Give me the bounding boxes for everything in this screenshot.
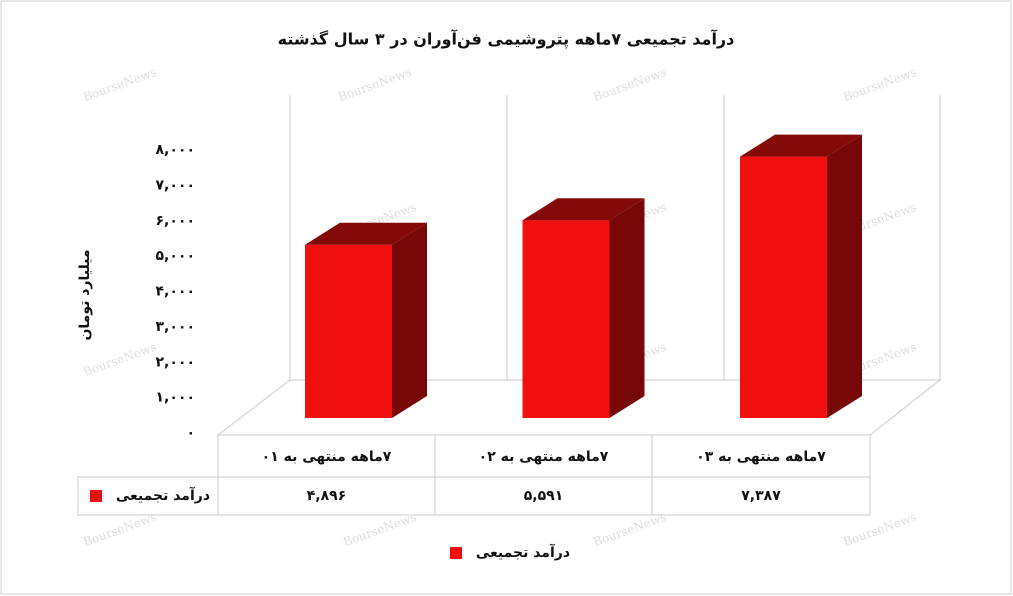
y-tick-label: ۵,۰۰۰: [156, 248, 196, 264]
y-tick-label: ۸,۰۰۰: [156, 142, 196, 158]
legend-label: درآمد تجمیعی: [476, 543, 570, 561]
legend-key: [450, 547, 462, 559]
x-tick-label: ۷ماهه منتهی به ۰۳: [696, 449, 826, 465]
table-legend-key: [90, 490, 102, 502]
y-tick-label: ۱,۰۰۰: [156, 390, 196, 406]
data-table: [77, 434, 871, 516]
bar: [740, 156, 827, 418]
y-tick-label: ۴,۰۰۰: [156, 284, 196, 300]
table-value: ۴,۸۹۶: [307, 488, 347, 504]
y-tick-label: ۶,۰۰۰: [156, 213, 196, 229]
table-header: [217, 434, 871, 478]
y-axis-title: میلیارد تومان: [77, 249, 93, 340]
bar: [305, 244, 392, 418]
bar-side: [827, 134, 862, 418]
x-tick-label: ۷ماهه منتهی به ۰۲: [479, 449, 609, 465]
bar-side: [392, 222, 427, 418]
chart-title: درآمد تجمیعی ۷ماهه پتروشیمی فن‌آوران در …: [278, 29, 735, 50]
y-tick-label: ۳,۰۰۰: [156, 319, 196, 335]
bar: [522, 220, 610, 418]
table-value: ۷,۳۸۷: [741, 488, 781, 504]
x-tick-label: ۷ماهه منتهی به ۰۱: [262, 449, 392, 465]
table-value: ۵,۵۹۱: [524, 488, 564, 504]
bar-side: [609, 198, 645, 418]
table-series-name: درآمد تجمیعی: [116, 486, 210, 504]
bar-top: [305, 222, 427, 245]
y-tick-label: ۲,۰۰۰: [156, 354, 196, 370]
bar-top: [522, 198, 645, 221]
y-tick-label: ۰: [186, 425, 195, 441]
y-tick-label: ۷,۰۰۰: [156, 177, 196, 193]
bar-top: [740, 134, 862, 157]
